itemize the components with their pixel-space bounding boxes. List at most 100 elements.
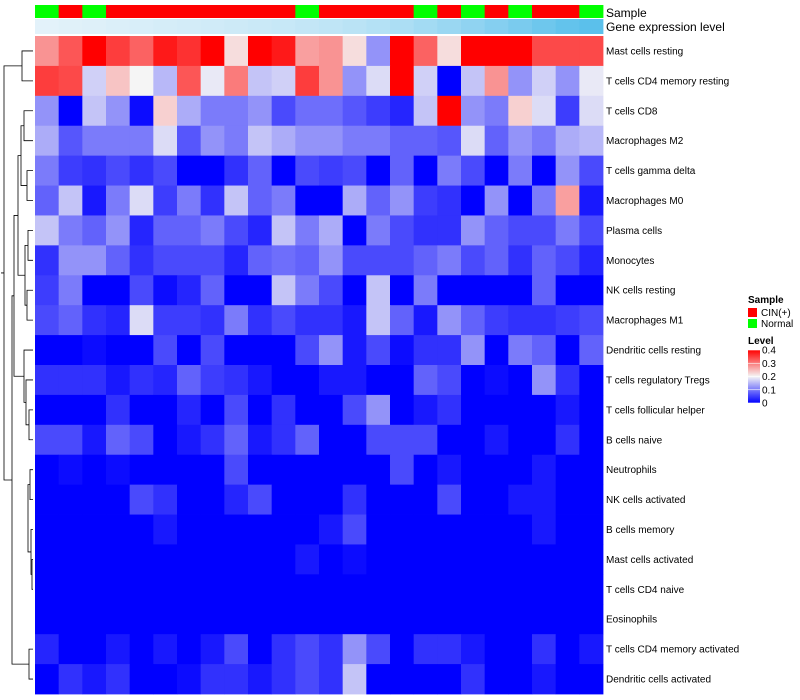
heatmap-cell bbox=[106, 664, 131, 695]
heatmap-cell bbox=[437, 155, 462, 186]
heatmap-cell bbox=[319, 65, 344, 97]
heatmap-cell bbox=[106, 305, 131, 336]
sample-annotation-cell bbox=[342, 5, 367, 18]
heatmap-cell bbox=[366, 664, 391, 695]
heatmap-cell bbox=[437, 125, 462, 157]
heatmap-cell bbox=[366, 454, 391, 486]
heatmap-cell bbox=[413, 36, 438, 67]
heatmap-cell bbox=[413, 245, 438, 276]
heatmap-cells bbox=[35, 36, 604, 695]
row-label: NK cells activated bbox=[606, 495, 685, 506]
heatmap-cell bbox=[437, 514, 462, 545]
heatmap-cell bbox=[129, 424, 154, 456]
legend-tick-label: 0.1 bbox=[762, 385, 776, 396]
row-label: B cells memory bbox=[606, 525, 674, 536]
heatmap-cell bbox=[106, 365, 131, 396]
heatmap-cell bbox=[461, 335, 486, 366]
heatmap-cell bbox=[484, 215, 509, 246]
heatmap-cell bbox=[484, 604, 509, 635]
heatmap-cell bbox=[295, 245, 320, 276]
heatmap-cell bbox=[153, 664, 178, 695]
legend: Sample CIN(+) Normal Level 0.4 0.3 0.2 0.1 0 bbox=[748, 295, 793, 410]
heatmap-cell bbox=[508, 394, 533, 426]
heatmap-cell bbox=[58, 36, 83, 67]
heatmap-cell bbox=[224, 125, 249, 157]
heatmap-cell bbox=[579, 65, 604, 97]
heatmap-cell bbox=[579, 245, 604, 276]
expression-annotation-cell bbox=[390, 19, 415, 34]
heatmap-cell bbox=[579, 424, 604, 456]
heatmap-cell bbox=[366, 95, 391, 127]
heatmap-cell bbox=[532, 155, 557, 186]
heatmap-cell bbox=[508, 574, 533, 605]
heatmap-cell bbox=[248, 454, 273, 486]
heatmap-cell bbox=[35, 275, 60, 306]
heatmap-cell bbox=[177, 185, 202, 216]
heatmap-cell bbox=[58, 634, 83, 665]
heatmap-cell bbox=[413, 95, 438, 127]
heatmap-cell bbox=[224, 65, 249, 97]
heatmap-cell bbox=[579, 215, 604, 246]
heatmap-cell bbox=[461, 484, 486, 515]
heatmap-cell bbox=[555, 634, 580, 665]
heatmap-cell bbox=[555, 95, 580, 127]
heatmap-cell bbox=[437, 484, 462, 515]
expression-annotation-label: Gene expression level bbox=[606, 20, 725, 34]
heatmap-cell bbox=[437, 215, 462, 246]
heatmap-cell bbox=[342, 424, 367, 456]
heatmap-cell bbox=[82, 394, 107, 426]
heatmap-cell bbox=[35, 664, 60, 695]
legend-swatch-normal bbox=[748, 319, 757, 328]
heatmap-cell bbox=[484, 275, 509, 306]
sample-annotation-cell bbox=[177, 5, 202, 18]
sample-annotation-cell bbox=[366, 5, 391, 18]
expression-annotation-cell bbox=[177, 19, 202, 34]
heatmap-cell bbox=[177, 335, 202, 366]
heatmap-cell bbox=[200, 185, 225, 216]
heatmap-cell bbox=[82, 365, 107, 396]
heatmap-cell bbox=[319, 365, 344, 396]
heatmap-cell bbox=[366, 245, 391, 276]
sample-annotation-cell bbox=[508, 5, 533, 18]
heatmap-cell bbox=[295, 335, 320, 366]
row-label: Dendritic cells activated bbox=[606, 675, 711, 686]
heatmap-cell bbox=[437, 305, 462, 336]
heatmap-cell bbox=[342, 245, 367, 276]
heatmap-cell bbox=[248, 484, 273, 515]
heatmap-cell bbox=[579, 544, 604, 575]
heatmap-cell bbox=[555, 185, 580, 216]
heatmap-cell bbox=[532, 215, 557, 246]
heatmap-cell bbox=[271, 394, 296, 426]
heatmap-cell bbox=[177, 95, 202, 127]
heatmap-cell bbox=[271, 335, 296, 366]
heatmap-cell bbox=[153, 275, 178, 306]
heatmap-cell bbox=[177, 125, 202, 157]
heatmap-cell bbox=[153, 484, 178, 515]
heatmap-cell bbox=[555, 454, 580, 486]
heatmap-cell bbox=[366, 634, 391, 665]
heatmap-cell bbox=[532, 514, 557, 545]
heatmap-cell bbox=[295, 185, 320, 216]
heatmap-cell bbox=[508, 484, 533, 515]
heatmap-cell bbox=[153, 305, 178, 336]
heatmap-cell bbox=[82, 305, 107, 336]
heatmap-cell bbox=[35, 36, 60, 67]
heatmap-cell bbox=[508, 245, 533, 276]
sample-annotation-cell bbox=[224, 5, 249, 18]
heatmap-cell bbox=[295, 365, 320, 396]
heatmap-cell bbox=[200, 305, 225, 336]
heatmap-cell bbox=[508, 65, 533, 97]
heatmap-cell bbox=[461, 544, 486, 575]
sample-annotation-cell bbox=[200, 5, 225, 18]
row-label: T cells follicular helper bbox=[606, 405, 705, 416]
heatmap-cell bbox=[177, 245, 202, 276]
heatmap-cell bbox=[461, 125, 486, 157]
heatmap-cell bbox=[200, 365, 225, 396]
heatmap-cell bbox=[271, 155, 296, 186]
heatmap-cell bbox=[437, 664, 462, 695]
heatmap-cell bbox=[224, 335, 249, 366]
heatmap-cell bbox=[461, 454, 486, 486]
heatmap-cell bbox=[555, 604, 580, 635]
heatmap-cell bbox=[319, 305, 344, 336]
heatmap-cell bbox=[555, 305, 580, 336]
